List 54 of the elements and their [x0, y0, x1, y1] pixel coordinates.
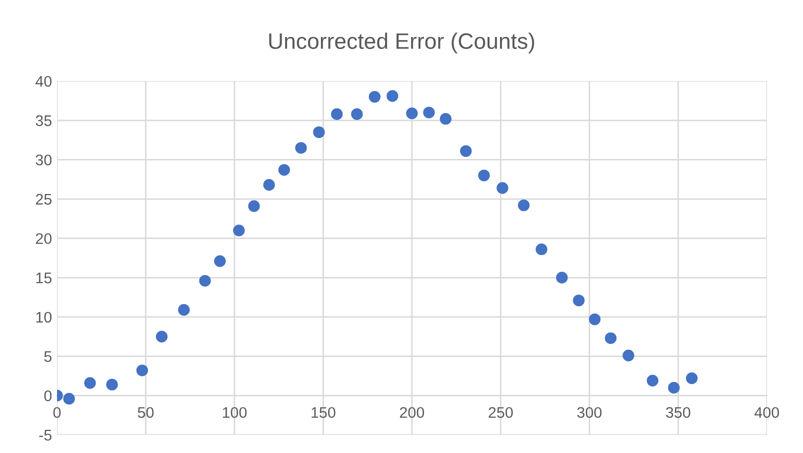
point — [604, 332, 617, 344]
y-tick-label: 35 — [36, 115, 52, 126]
point — [556, 272, 568, 284]
point — [84, 377, 96, 389]
point — [368, 90, 381, 103]
y-tick-label: 20 — [36, 233, 52, 244]
point — [199, 274, 211, 287]
chart-title: Uncorrected Error (Counts) — [269, 32, 534, 54]
y-tick-label: 40 — [36, 76, 52, 87]
point — [156, 330, 168, 342]
y-tick-label: 5 — [44, 351, 52, 362]
point — [313, 126, 325, 138]
x-tick-label: 400 — [754, 407, 780, 418]
point — [496, 182, 508, 194]
x-tick-label: 0 — [53, 407, 61, 418]
point — [386, 90, 398, 102]
y-tick-label: 30 — [36, 154, 52, 166]
point — [460, 145, 472, 157]
point — [668, 382, 680, 394]
point — [295, 142, 307, 154]
point — [136, 364, 148, 376]
y-tick-label: 25 — [36, 194, 52, 205]
x-tick-label: 300 — [577, 407, 602, 418]
x-tick-label: 100 — [222, 407, 247, 418]
y-tick-label: 10 — [36, 312, 52, 323]
point — [63, 392, 75, 405]
point — [646, 374, 658, 386]
point — [106, 378, 118, 390]
point — [622, 350, 634, 362]
y-tick-label: 0 — [44, 390, 52, 402]
point — [423, 106, 435, 118]
point — [214, 255, 226, 267]
point — [278, 164, 290, 176]
point — [536, 243, 548, 256]
x-tick-label: 200 — [400, 407, 424, 418]
point — [233, 224, 245, 236]
point — [440, 112, 452, 125]
point — [406, 107, 418, 120]
point — [686, 372, 698, 384]
x-tick-label: 350 — [666, 407, 690, 418]
point — [248, 200, 260, 212]
y-tick-label: -5 — [39, 430, 52, 441]
point — [478, 170, 490, 182]
x-tick-label: 250 — [488, 407, 513, 418]
point — [178, 304, 190, 316]
x-tick-label: 150 — [312, 407, 336, 418]
point — [263, 179, 275, 191]
x-tick-label: 50 — [138, 407, 154, 418]
point — [518, 199, 530, 212]
point — [331, 108, 343, 120]
point — [588, 313, 601, 326]
point — [572, 294, 585, 306]
point — [351, 108, 363, 120]
y-tick-label: 15 — [36, 272, 52, 284]
